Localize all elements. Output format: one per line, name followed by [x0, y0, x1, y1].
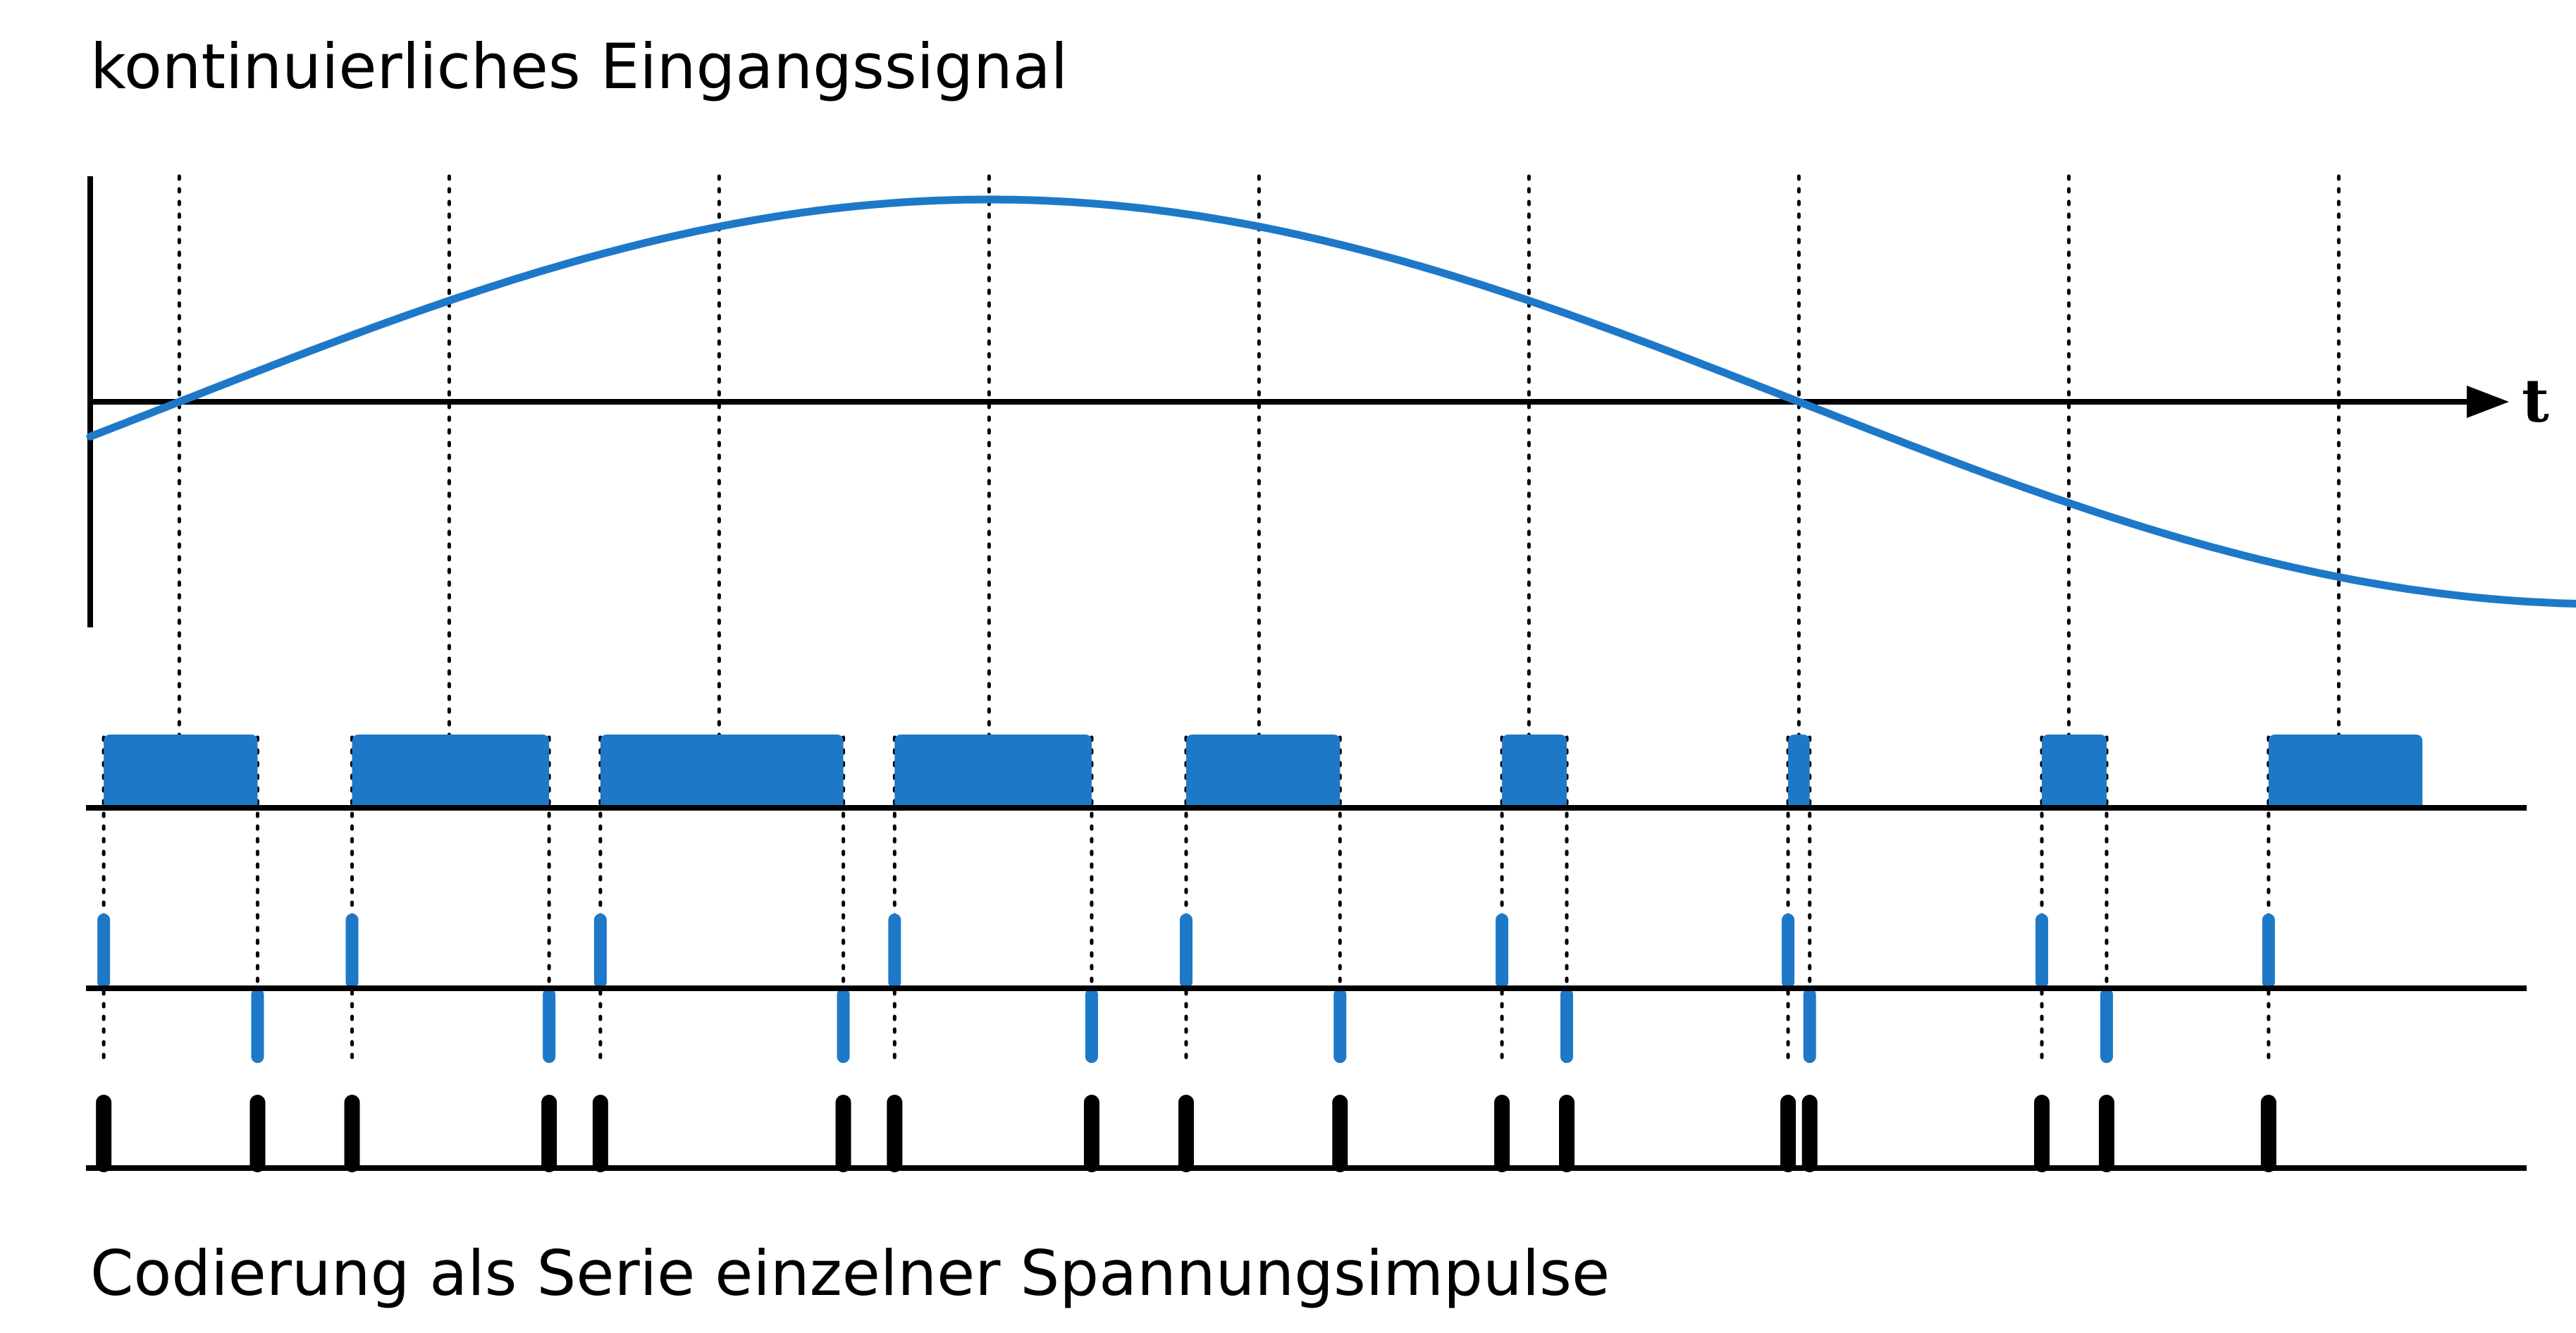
spike-0 [96, 1095, 112, 1172]
spike-13 [1801, 1095, 1818, 1172]
pwm-pulse-row [104, 735, 2423, 808]
spike-7 [1083, 1095, 1099, 1172]
time-axis-arrowhead [2467, 386, 2509, 418]
spike-3 [541, 1095, 557, 1172]
spike-1 [249, 1095, 266, 1172]
falling-edge-impulse-4 [1333, 988, 1347, 1063]
pwm-pulse-2 [600, 735, 844, 808]
spike-9 [1332, 1095, 1348, 1172]
falling-edge-impulse-0 [251, 988, 264, 1063]
pwm-pulse-7 [2042, 735, 2107, 808]
spike-5 [835, 1095, 851, 1172]
rising-edge-impulse-6 [1782, 914, 1795, 988]
rising-edge-impulse-7 [2035, 914, 2049, 988]
pwm-pulse-5 [1502, 735, 1567, 808]
falling-edge-impulse-3 [1085, 988, 1098, 1063]
spike-train-row [96, 1095, 2276, 1172]
pwm-pulse-6 [1788, 735, 1810, 808]
rising-edge-impulse-8 [2262, 914, 2275, 988]
rising-edge-impulse-2 [593, 914, 607, 988]
spike-12 [1780, 1095, 1797, 1172]
falling-edge-impulse-1 [543, 988, 556, 1063]
falling-edge-impulse-2 [837, 988, 850, 1063]
time-axis-label: t [2522, 366, 2549, 436]
rising-edge-impulse-0 [97, 914, 111, 988]
pwm-pulse-0 [104, 735, 258, 808]
falling-edge-impulse-5 [1560, 988, 1574, 1063]
spike-8 [1178, 1095, 1194, 1172]
rising-edge-impulse-4 [1179, 914, 1193, 988]
spike-14 [2034, 1095, 2050, 1172]
rising-edge-impulse-3 [888, 914, 901, 988]
pwm-pulse-1 [352, 735, 550, 808]
rising-edge-impulse-5 [1496, 914, 1509, 988]
spike-16 [2260, 1095, 2276, 1172]
falling-edge-impulse-7 [2100, 988, 2114, 1063]
spike-4 [592, 1095, 608, 1172]
spike-2 [344, 1095, 360, 1172]
pwm-pulse-8 [2268, 735, 2423, 808]
spike-15 [2099, 1095, 2115, 1172]
pwm-pulse-3 [894, 735, 1092, 808]
bottom-caption: Codierung als Serie einzelner Spannungsi… [90, 1237, 1610, 1310]
pwm-pulse-4 [1185, 735, 1341, 808]
spike-6 [887, 1095, 903, 1172]
top-caption: kontinuierliches Eingangssignal [90, 30, 1068, 103]
spike-11 [1559, 1095, 1575, 1172]
input-signal-curve [86, 195, 2576, 608]
spike-10 [1494, 1095, 1510, 1172]
sample-guide-lines [177, 174, 2341, 810]
edge-impulse-row [97, 914, 2275, 1063]
rising-edge-impulse-1 [345, 914, 359, 988]
falling-edge-impulse-6 [1803, 988, 1816, 1063]
